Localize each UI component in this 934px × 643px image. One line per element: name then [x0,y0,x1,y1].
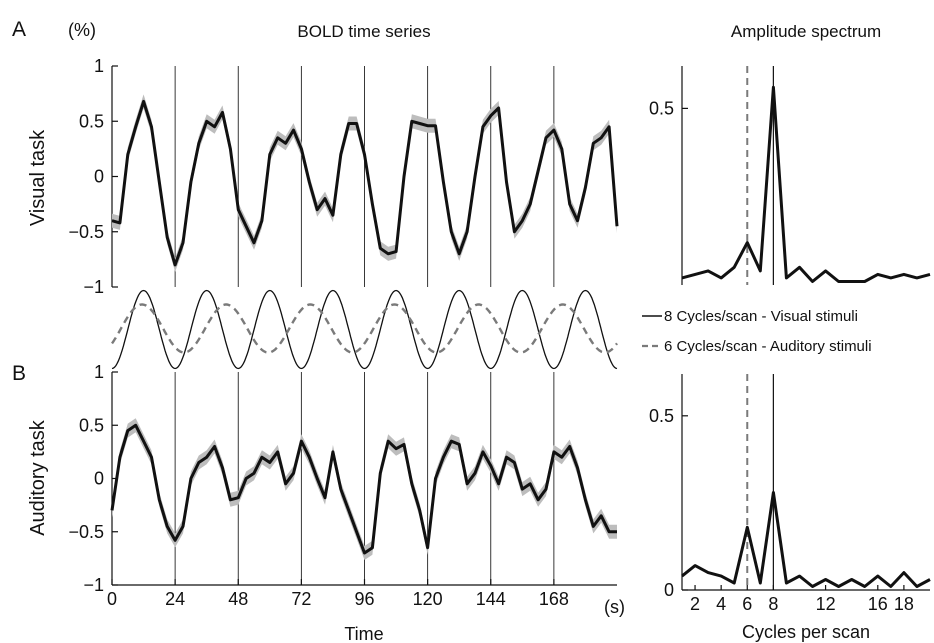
auditory-spectrum-ytick-label: 0.5 [649,406,674,426]
auditory-bold-xtick-label: 48 [228,589,248,609]
time-series-title: BOLD time series [297,22,430,41]
visual-bold-plot [111,65,619,288]
spectrum-title: Amplitude spectrum [731,22,881,41]
auditory-bold-xtick-label: 120 [413,589,443,609]
auditory-spectrum-xtick-label: 6 [742,594,752,614]
auditory-bold-ytick-label: −0.5 [68,522,104,542]
visual-bold-series-line [111,99,619,267]
auditory-bold-ytick-label: 1 [94,362,104,382]
auditory-spectrum-plot [681,374,931,591]
visual-bold-ytick-label: 0.5 [79,111,104,131]
auditory-bold-xtick-label: 0 [107,589,117,609]
legend-auditory-label: 6 Cycles/scan - Auditory stimuli [664,338,872,355]
visual-stimulus-wave [111,289,618,370]
auditory-bold-ytick-label: −1 [83,575,104,595]
cycles-per-scan-xlabel: Cycles per scan [742,622,870,642]
auditory-stimulus-wave [111,303,618,354]
visual-bold-ytick-label: 1 [94,56,104,76]
time-xlabel: Time [344,624,383,643]
percent-unit-label: (%) [68,20,96,40]
auditory-bold-ytick-label: 0 [94,469,104,489]
auditory-spectrum-ytick-label: 0 [664,580,674,600]
auditory-bold-ytick-label: 0.5 [79,415,104,435]
visual-bold-ytick-label: −1 [83,277,104,297]
auditory-bold-xtick-label: 168 [539,589,569,609]
auditory-bold-xtick-label: 72 [291,589,311,609]
auditory-spectrum-xtick-label: 2 [690,594,700,614]
visual-bold-ytick-label: 0 [94,167,104,187]
auditory-spectrum-xtick-label: 4 [716,594,726,614]
visual-bold-ytick-label: −0.5 [68,222,104,242]
auditory-bold-series-line [110,423,617,555]
auditory-spectrum-series-line [681,491,931,588]
visual-spectrum-plot [681,66,931,285]
auditory-bold-xtick-label: 24 [165,589,185,609]
panel-label-b: B [12,362,26,385]
visual-task-ylabel: Visual task [27,129,49,226]
auditory-spectrum-xtick-label: 12 [816,594,836,614]
panel-label-a: A [12,18,26,41]
auditory-spectrum-xtick-label: 18 [894,594,914,614]
visual-spectrum-ytick-label: 0.5 [649,98,674,118]
visual-spectrum-series-line [681,85,931,283]
auditory-spectrum-xtick-label: 8 [768,594,778,614]
auditory-bold-plot [110,371,617,586]
auditory-bold-xtick-label: 144 [476,589,506,609]
auditory-task-ylabel: Auditory task [27,419,49,536]
legend-visual-label: 8 Cycles/scan - Visual stimuli [664,308,858,325]
auditory-bold-xtick-label: 96 [354,589,374,609]
auditory-spectrum-xtick-label: 16 [868,594,888,614]
seconds-unit-label: (s) [604,597,625,617]
